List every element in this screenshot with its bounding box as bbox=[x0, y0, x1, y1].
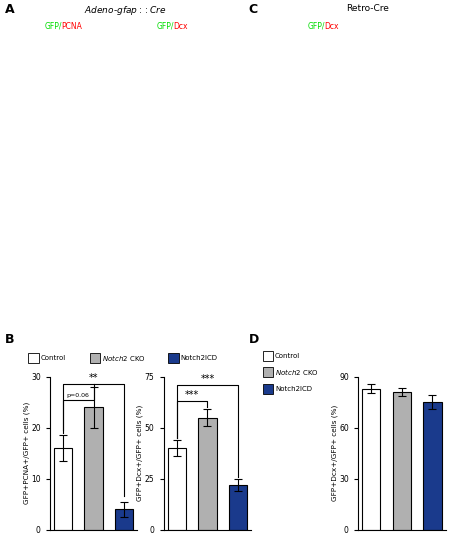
Text: $\it{Notch2}$ CKO: $\it{Notch2}$ CKO bbox=[0, 141, 11, 185]
Bar bbox=[392, 392, 411, 530]
Text: D: D bbox=[249, 333, 259, 346]
Text: p=0.06: p=0.06 bbox=[67, 393, 90, 398]
Text: Notch2ICD: Notch2ICD bbox=[275, 386, 312, 391]
Text: ***: *** bbox=[200, 374, 215, 384]
Text: Dcx: Dcx bbox=[325, 22, 339, 31]
Text: $\it{Notch2}$ CKO: $\it{Notch2}$ CKO bbox=[102, 353, 146, 363]
Bar bbox=[115, 509, 134, 530]
Bar bbox=[167, 448, 186, 530]
Text: Control: Control bbox=[275, 353, 300, 359]
Text: ***: *** bbox=[185, 390, 199, 400]
Text: **: ** bbox=[89, 373, 99, 383]
Text: Retro-Cre: Retro-Cre bbox=[346, 4, 389, 13]
Bar bbox=[84, 407, 103, 530]
Text: Notch2ICD: Notch2ICD bbox=[180, 355, 217, 361]
Y-axis label: GFP+Dcx+/GFP+ cells (%): GFP+Dcx+/GFP+ cells (%) bbox=[331, 405, 337, 501]
Bar bbox=[362, 389, 380, 530]
Text: Notch2ICD: Notch2ICD bbox=[3, 259, 9, 296]
Text: GFP/: GFP/ bbox=[308, 22, 326, 31]
Text: C: C bbox=[249, 3, 258, 16]
Text: GFP/: GFP/ bbox=[156, 22, 174, 31]
Text: GFP/: GFP/ bbox=[45, 22, 63, 31]
Text: Control: Control bbox=[40, 355, 65, 361]
Text: Control: Control bbox=[3, 46, 9, 72]
Y-axis label: GFP+Dcx+/GFP+ cells (%): GFP+Dcx+/GFP+ cells (%) bbox=[137, 405, 143, 501]
Bar bbox=[229, 485, 247, 530]
Text: B: B bbox=[5, 333, 14, 346]
Text: $\it{Adeno}$-$\it{gfap::Cre}$: $\it{Adeno}$-$\it{gfap::Cre}$ bbox=[84, 4, 167, 17]
Text: $\it{Notch2}$ CKO: $\it{Notch2}$ CKO bbox=[275, 367, 319, 377]
Text: A: A bbox=[5, 3, 14, 16]
Text: Dcx: Dcx bbox=[173, 22, 188, 31]
Y-axis label: GFP+PCNA+/GFP+ cells (%): GFP+PCNA+/GFP+ cells (%) bbox=[23, 402, 29, 505]
Bar bbox=[423, 402, 442, 530]
Text: PCNA: PCNA bbox=[62, 22, 82, 31]
Bar bbox=[54, 448, 72, 530]
Bar bbox=[198, 418, 217, 530]
